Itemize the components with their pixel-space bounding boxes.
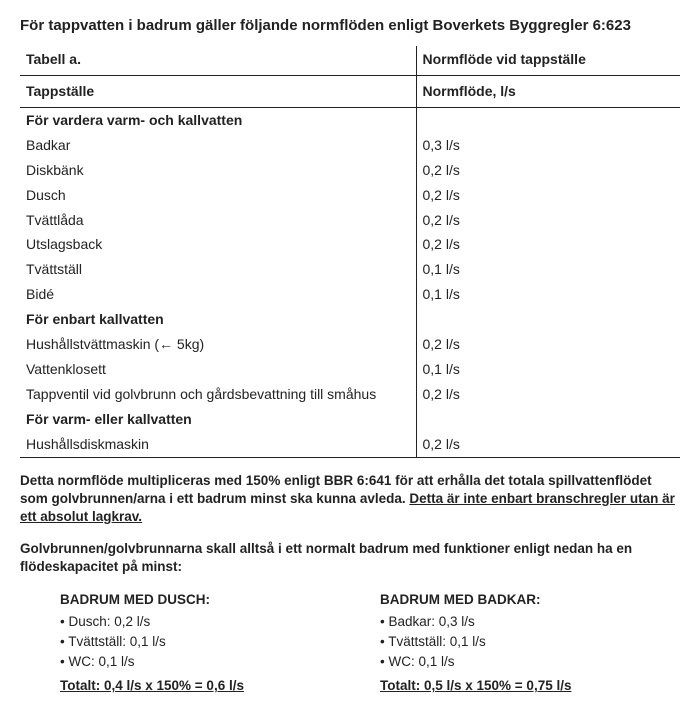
table-row-value: 0,1 l/s [416,282,680,307]
table-row-value: 0,2 l/s [416,382,680,407]
list-item: • Dusch: 0,2 l/s [60,613,360,631]
section-title-empty [416,307,680,332]
paragraph-2: Golvbrunnen/golvbrunnarna skall alltså i… [20,540,680,576]
section-title: För enbart kallvatten [20,307,416,332]
section-title-empty [416,108,680,133]
table-row-label: Tappventil vid golvbrunn och gårdsbevatt… [20,382,416,407]
table-row-label: Hushållsdiskmaskin [20,432,416,457]
table-header-right: Normflöde, l/s [416,76,680,108]
table-row-label: Bidé [20,282,416,307]
table-row-label: Utslagsback [20,232,416,257]
list-item: • Tvättställ: 0,1 l/s [380,633,680,651]
table-row-label: Tvättställ [20,257,416,282]
table-row-value: 0,1 l/s [416,257,680,282]
table-row-label: Dusch [20,183,416,208]
table-row-label: Diskbänk [20,158,416,183]
page-heading: För tappvatten i badrum gäller följande … [20,16,680,36]
table-caption-left: Tabell a. [20,46,416,75]
section-title-empty [416,407,680,432]
table-row-label: Badkar [20,133,416,158]
table-row-value: 0,2 l/s [416,332,680,357]
list-item: • WC: 0,1 l/s [60,653,360,671]
paragraph-1: Detta normflöde multipliceras med 150% e… [20,472,680,527]
list-item: • WC: 0,1 l/s [380,653,680,671]
table-header-left: Tappställe [20,76,416,108]
table-row-value: 0,2 l/s [416,208,680,233]
badkar-total: Totalt: 0,5 l/s x 150% = 0,75 l/s [380,677,680,695]
table-row-label: Tvättlåda [20,208,416,233]
dusch-column: BADRUM MED DUSCH: • Dusch: 0,2 l/s • Tvä… [60,591,360,696]
list-item: • Badkar: 0,3 l/s [380,613,680,631]
table-row-label: Vattenklosett [20,357,416,382]
table-caption-right: Normflöde vid tappställe [416,46,680,75]
badkar-title: BADRUM MED BADKAR: [380,591,680,609]
section-title: För vardera varm- och kallvatten [20,108,416,133]
badkar-column: BADRUM MED BADKAR: • Badkar: 0,3 l/s • T… [380,591,680,696]
normflode-table: Tabell a. Normflöde vid tappställe Tapps… [20,46,680,457]
table-row-value: 0,2 l/s [416,158,680,183]
table-row-value: 0,2 l/s [416,432,680,457]
table-row-value: 0,3 l/s [416,133,680,158]
table-row-label: Hushållstvättmaskin (← 5kg) [20,332,416,357]
table-row-value: 0,2 l/s [416,183,680,208]
table-row-value: 0,1 l/s [416,357,680,382]
list-item: • Tvättställ: 0,1 l/s [60,633,360,651]
dusch-title: BADRUM MED DUSCH: [60,591,360,609]
dusch-total: Totalt: 0,4 l/s x 150% = 0,6 l/s [60,677,360,695]
bathroom-columns: BADRUM MED DUSCH: • Dusch: 0,2 l/s • Tvä… [20,591,680,696]
table-row-value: 0,2 l/s [416,232,680,257]
section-title: För varm- eller kallvatten [20,407,416,432]
